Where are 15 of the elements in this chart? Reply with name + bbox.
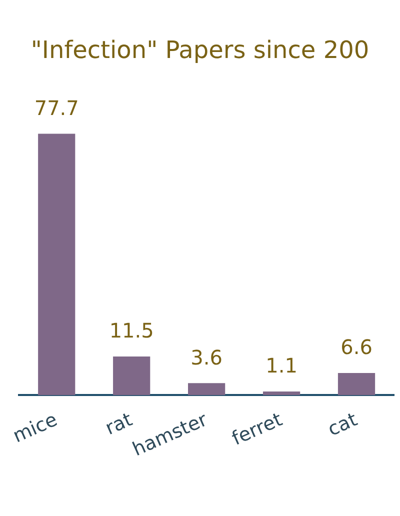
data-label: 3.6 [190, 345, 222, 370]
x-tick-label: cat [324, 408, 361, 441]
data-label: 11.5 [109, 318, 154, 343]
x-tick-label: rat [102, 408, 136, 440]
x-tick-label: mice [10, 408, 61, 448]
bar [262, 392, 300, 396]
x-tick-label: ferret [228, 408, 286, 450]
data-label: 1.1 [266, 354, 298, 378]
bar [188, 383, 226, 396]
bar [338, 373, 376, 396]
data-label: 6.6 [340, 335, 372, 360]
data-label: 77.7 [34, 96, 79, 120]
bar [38, 134, 76, 396]
chart-title: "Infection" Papers since 200 [30, 36, 370, 66]
bar [113, 356, 150, 396]
